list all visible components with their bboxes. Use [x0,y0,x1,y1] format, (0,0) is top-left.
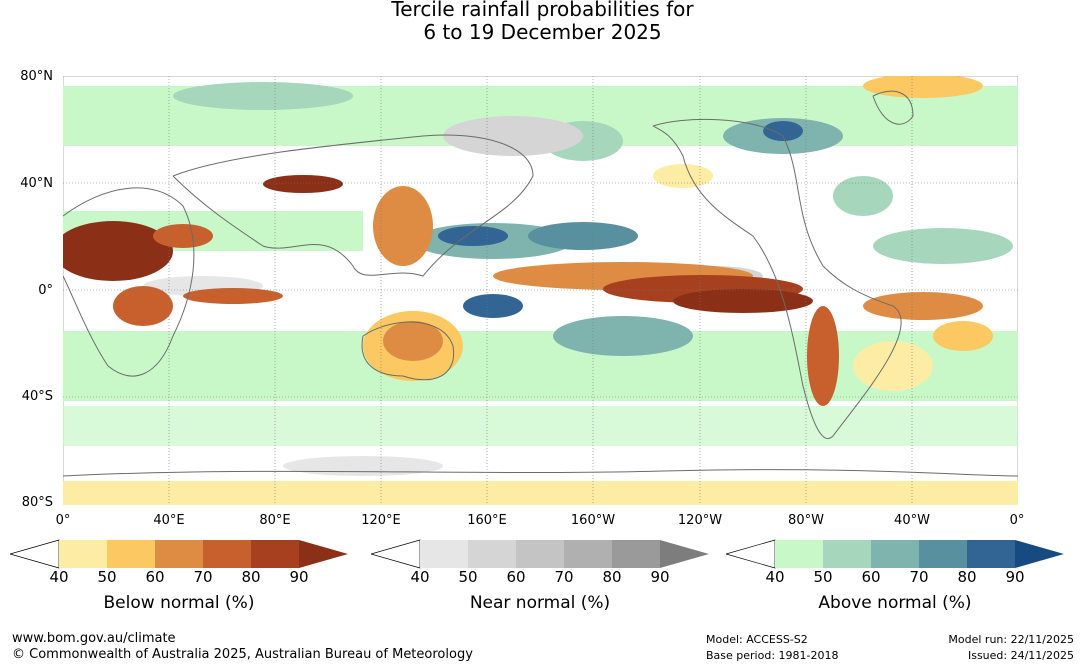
above-normal-tick: 70 [909,568,929,586]
colorbar-above-normal-bin-70 [919,540,967,568]
below-normal-tick: 40 [49,568,69,586]
near-normal-tick: 60 [506,568,526,586]
above-normal-regions [63,82,1018,446]
above-normal-tick: 50 [813,568,833,586]
lon-label-80w: 80°W [788,513,824,528]
colorbar-above-normal-cap-high [1015,540,1064,568]
base-period: Base period: 1981-2018 [706,649,839,662]
below-normal-tick: 50 [97,568,117,586]
lon-label-40w: 40°W [894,513,930,528]
lon-label-0-west: 0° [55,513,71,528]
probability-map [63,76,1018,505]
above-normal-legend-title: Above normal (%) [818,593,972,613]
below-normal-tick: 80 [241,568,261,586]
lon-label-160e: 160°E [467,513,507,528]
colorbar-below-normal-cap-high [299,540,348,568]
below-normal-tick: 90 [289,568,309,586]
colorbar-above-normal-cap-low [726,539,776,569]
colorbar-below-normal-bin-60 [155,540,203,568]
above-normal-tick: 80 [957,568,977,586]
lon-label-120w: 120°W [677,513,723,528]
colorbar-below-normal-bin-50 [107,540,155,568]
colorbar-below-normal [10,539,348,569]
colorbar-above-normal-bin-60 [871,540,919,568]
coastlines [63,90,1018,477]
lon-label-40e: 40°E [153,513,185,528]
near-normal-tick: 90 [650,568,670,586]
lon-label-80e: 80°E [259,513,291,528]
above-normal-tick: 40 [765,568,785,586]
colorbar-below-normal-bin-80 [251,540,299,568]
lon-label-0-east: 0° [1009,513,1025,528]
colorbar-below-normal-bin-70 [203,540,251,568]
below-normal-tick: 70 [193,568,213,586]
below-normal-legend-title: Below normal (%) [103,593,255,613]
colorbar-near-normal-cap-high [660,540,709,568]
colorbar-near-normal-cap-low [371,539,421,569]
lon-label-160w: 160°W [570,513,616,528]
near-normal-tick: 80 [602,568,622,586]
issued-date: Issued: 24/11/2025 [967,649,1074,662]
colorbar-above-normal [726,539,1064,569]
lon-label-120e: 120°E [361,513,401,528]
lat-label-40s: 40°S [21,389,53,404]
near-normal-tick: 40 [410,568,430,586]
copyright-notice: © Commonwealth of Australia 2025, Austra… [12,647,473,662]
colorbar-near-normal-bin-80 [612,540,660,568]
near-normal-tick: 50 [458,568,478,586]
below-normal-tick: 60 [145,568,165,586]
colorbar-near-normal-bin-50 [468,540,516,568]
lat-label-80s: 80°S [21,495,53,510]
map-title-line2: 6 to 19 December 2025 [423,20,662,44]
near-normal-tick: 70 [554,568,574,586]
colorbar-near-normal [371,539,709,569]
lat-label-80n: 80°N [20,69,53,84]
colorbar-above-normal-bin-80 [967,540,1015,568]
colorbar-near-normal-bin-60 [516,540,564,568]
lat-label-0: 0° [38,283,53,298]
colorbar-above-normal-bin-50 [823,540,871,568]
model-name: Model: ACCESS-S2 [706,633,808,646]
above-normal-tick: 90 [1005,568,1025,586]
colorbar-below-normal-cap-low [10,539,60,569]
colorbar-near-normal-bin-40 [420,540,468,568]
graticule [63,76,1018,505]
bom-url-link[interactable]: www.bom.gov.au/climate [12,631,176,646]
colorbar-near-normal-bin-70 [564,540,612,568]
map-title-line1: Tercile rainfall probabilities for [391,0,694,21]
above-normal-tick: 60 [861,568,881,586]
near-normal-legend-title: Near normal (%) [469,593,611,613]
model-run-date: Model run: 22/11/2025 [948,633,1074,646]
colorbar-above-normal-bin-40 [775,540,823,568]
below-normal-regions [63,76,1018,505]
lat-label-40n: 40°N [20,176,53,191]
colorbar-below-normal-bin-40 [59,540,107,568]
